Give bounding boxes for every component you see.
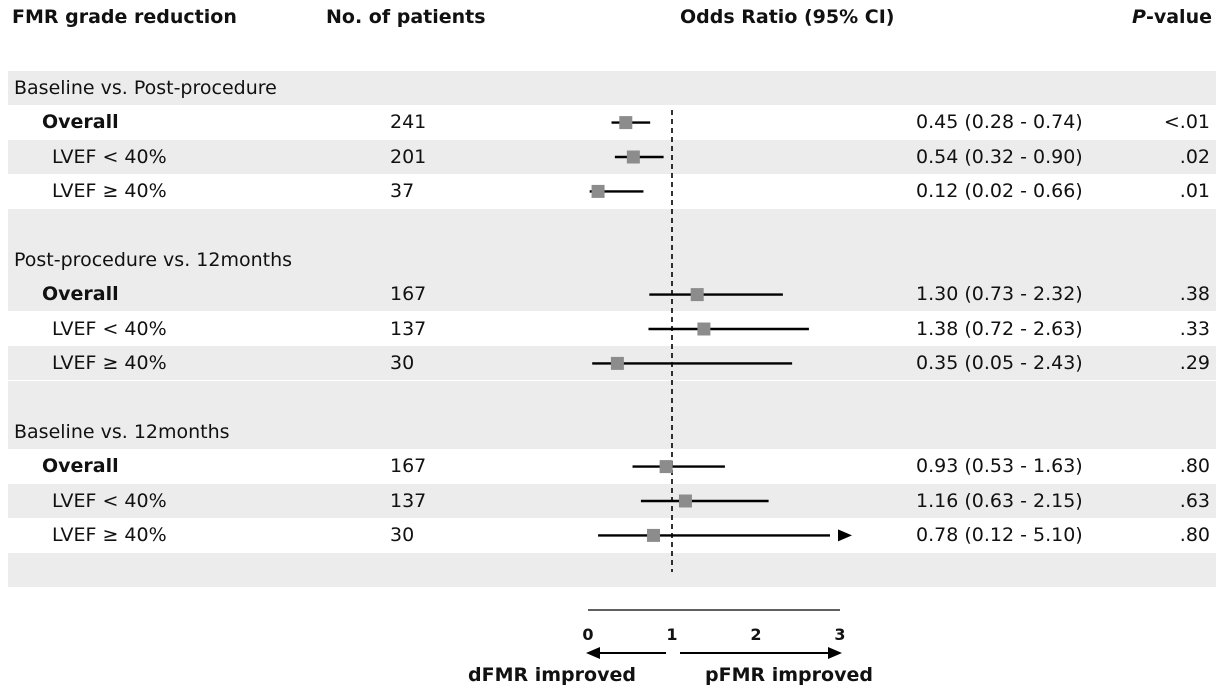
table-row: LVEF < 40% 201 0.54 (0.32 - 0.90) .02 [8,139,1216,174]
group-title: Baseline vs. Post-procedure [14,77,277,99]
column-header-label: FMR grade reduction [12,6,237,28]
patient-count: 167 [390,283,427,306]
right-arrow-icon [828,647,842,659]
or-marker [678,494,692,508]
row-label: LVEF < 40% [52,317,167,340]
odds-ratio-text: 0.93 (0.53 - 1.63) [916,455,1083,478]
group-header-row: Baseline vs. 12months [8,415,1216,449]
row-label: LVEF ≥ 40% [52,352,167,375]
column-header-p-value: P-value [1132,6,1212,28]
p-italic: P [1132,6,1146,28]
left-arrow-icon [586,647,600,659]
table-row: LVEF < 40% 137 1.38 (0.72 - 2.63) .33 [8,312,1216,346]
column-header-patients: No. of patients [326,6,486,28]
x-right-label: pFMR improved [705,664,873,686]
p-value: .29 [1179,352,1210,375]
patient-count: 37 [390,180,415,203]
patient-count: 241 [390,111,427,134]
row-label: Overall [42,283,119,306]
table-row: LVEF < 40% 137 1.16 (0.63 - 2.15) .63 [8,483,1216,518]
group-header-row: Post-procedure vs. 12months [8,243,1216,277]
table-row: LVEF ≥ 40% 30 0.78 (0.12 - 5.10) .80 [8,518,1216,552]
p-value: .01 [1179,180,1210,203]
row-label: LVEF < 40% [52,145,167,168]
or-marker [619,116,633,130]
p-value: .63 [1179,489,1210,512]
patient-count: 167 [390,455,427,478]
odds-ratio-text: 0.54 (0.32 - 0.90) [916,145,1083,168]
odds-ratio-text: 1.16 (0.63 - 2.15) [916,489,1083,512]
x-tick-label: 2 [750,625,761,644]
group-title: Post-procedure vs. 12months [14,249,293,271]
table-row: Overall 167 1.30 (0.73 - 2.32) .38 [8,277,1216,312]
table-row: LVEF ≥ 40% 37 0.12 (0.02 - 0.66) .01 [8,174,1216,208]
p-value: .80 [1179,524,1210,547]
p-value: <.01 [1163,111,1210,134]
row-label: LVEF < 40% [52,489,167,512]
patient-count: 137 [390,317,427,340]
table-row: Overall 241 0.45 (0.28 - 0.74) <.01 [8,105,1216,139]
p-value: .80 [1179,455,1210,478]
spacer-row [8,208,1216,243]
or-marker [647,528,661,542]
x-tick-label: 0 [582,625,593,644]
row-label: LVEF ≥ 40% [52,180,167,203]
odds-ratio-text: 1.38 (0.72 - 2.63) [916,317,1083,340]
group-header-row: Baseline vs. Post-procedure [8,71,1216,105]
or-marker [591,184,605,198]
or-marker [626,150,640,164]
p-rest: -value [1145,6,1212,28]
x-left-label: dFMR improved [468,664,636,686]
group-title: Baseline vs. 12months [14,421,230,443]
patient-count: 30 [390,524,415,547]
or-marker [690,288,704,302]
column-header-odds-ratio: Odds Ratio (95% CI) [680,6,895,28]
row-label: LVEF ≥ 40% [52,524,167,547]
odds-ratio-text: 0.35 (0.05 - 2.43) [916,352,1083,375]
x-tick-label: 1 [666,625,677,644]
table-row: Overall 167 0.93 (0.53 - 1.63) .80 [8,449,1216,483]
or-marker [697,322,711,336]
patient-count: 137 [390,489,427,512]
p-value: .33 [1179,317,1210,340]
odds-ratio-text: 1.30 (0.73 - 2.32) [916,283,1083,306]
odds-ratio-text: 0.12 (0.02 - 0.66) [916,180,1083,203]
row-label: Overall [42,111,119,134]
odds-ratio-text: 0.78 (0.12 - 5.10) [916,524,1083,547]
or-marker [610,356,624,370]
x-tick-label: 3 [834,625,845,644]
odds-ratio-text: 0.45 (0.28 - 0.74) [916,111,1083,134]
row-label: Overall [42,455,119,478]
spacer-row [8,380,1216,415]
or-marker [659,460,673,474]
ci-arrow [838,529,852,542]
p-value: .38 [1179,283,1210,306]
spacer-row [8,552,1216,587]
patient-count: 201 [390,145,427,168]
patient-count: 30 [390,352,415,375]
p-value: .02 [1179,145,1210,168]
